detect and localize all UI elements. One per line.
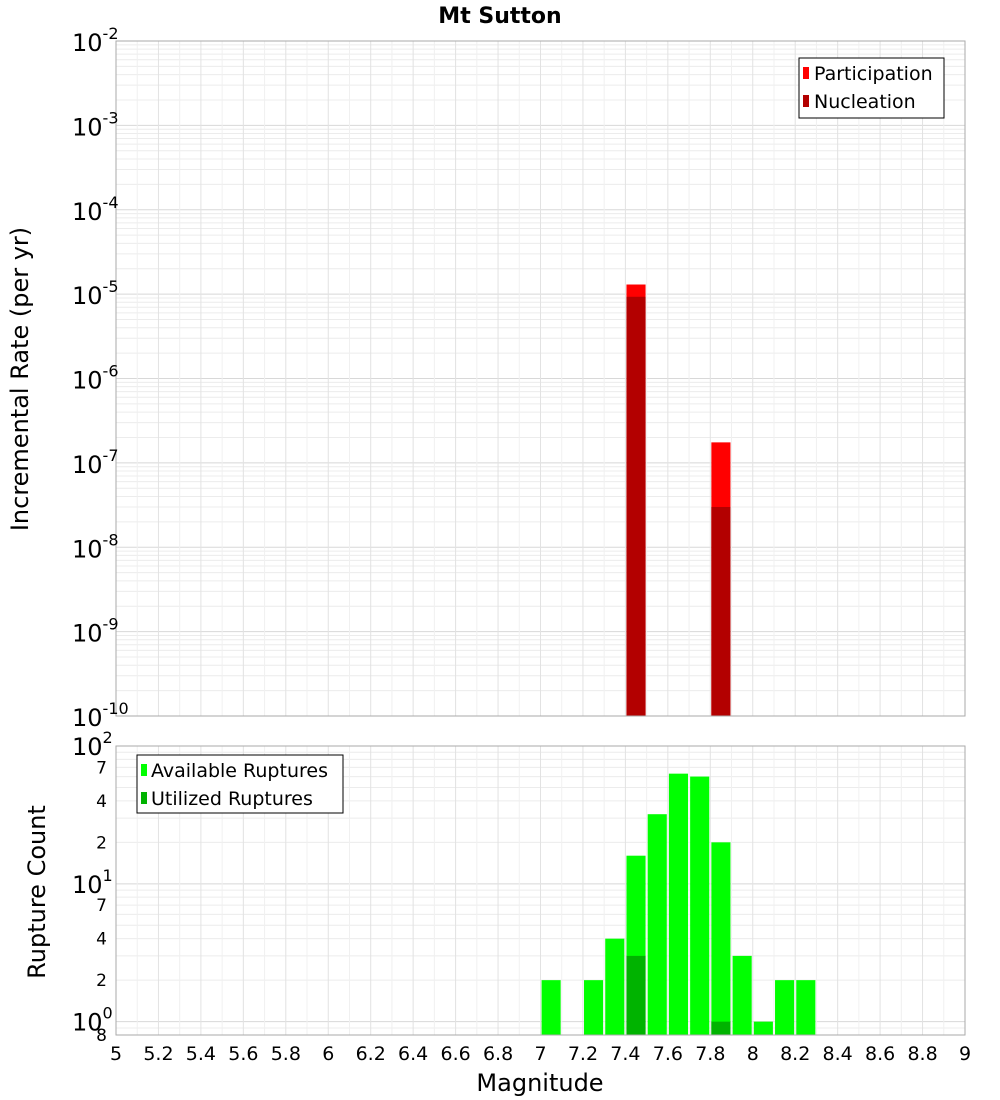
- legend-swatch-nucleation: [803, 95, 809, 107]
- x-tick-label: 6.2: [356, 1043, 386, 1065]
- x-tick-label: 9: [959, 1043, 971, 1065]
- bottom-plot-frame: [115, 745, 966, 1036]
- legend-swatch-participation: [803, 67, 809, 79]
- y-tick-label: 10-2: [72, 24, 119, 57]
- legend-swatch-available: [141, 764, 147, 776]
- top-legend: Participation Nucleation: [798, 57, 945, 119]
- chart-title: Mt Sutton: [438, 4, 561, 29]
- x-axis-label: Magnitude: [476, 1069, 603, 1097]
- y-tick-label: 102: [72, 728, 113, 761]
- bottom-legend-box: [136, 754, 344, 814]
- y-minor-tick-label: 8: [96, 1026, 107, 1046]
- x-tick-label: 6: [322, 1043, 334, 1065]
- y-tick-label: 101: [72, 866, 113, 899]
- bar-available-ruptures: [668, 773, 689, 1035]
- bar-nucleation: [711, 506, 731, 716]
- x-ticks: 5 5.2 5.4 5.6 5.8 6 6.2 6.4 6.6 6.8 7 7.2 7.4 7.6 7.8 8…: [110, 1043, 971, 1065]
- x-tick-label: 8.2: [780, 1043, 810, 1065]
- legend-label-participation: Participation: [814, 63, 933, 85]
- x-tick-label: 5.2: [143, 1043, 173, 1065]
- x-tick-label: 5: [110, 1043, 122, 1065]
- y-tick-label: 10-10: [72, 699, 129, 732]
- bar-available-ruptures: [775, 980, 795, 1035]
- x-tick-label: 8.6: [865, 1043, 895, 1065]
- y-minor-tick-label: 7: [96, 758, 107, 778]
- bar-nucleation: [626, 296, 646, 716]
- bottom-bars: [541, 773, 816, 1035]
- x-tick-label: 7.6: [653, 1043, 683, 1065]
- y-tick-label: 10-9: [72, 615, 119, 648]
- y-tick-label: 10-3: [72, 108, 119, 141]
- top-y-axis-label: Incremental Rate (per yr): [6, 227, 34, 531]
- top-plot-frame: [115, 40, 966, 717]
- x-tick-label: 7.4: [610, 1043, 640, 1065]
- x-tick-label: 5.8: [271, 1043, 301, 1065]
- x-tick-label: 7.8: [695, 1043, 725, 1065]
- bottom-grid: [115, 745, 966, 1036]
- bar-available-ruptures: [711, 842, 731, 1035]
- y-tick-label: 10-7: [72, 446, 119, 479]
- y-tick-label: 10-5: [72, 277, 119, 310]
- y-minor-tick-label: 4: [96, 930, 107, 950]
- bar-available-ruptures: [796, 980, 816, 1035]
- legend-label-nucleation: Nucleation: [814, 91, 916, 113]
- bar-available-ruptures: [753, 1021, 773, 1035]
- x-tick-label: 5.6: [228, 1043, 258, 1065]
- y-tick-label: 100: [72, 1004, 113, 1037]
- bar-available-ruptures: [541, 980, 561, 1035]
- bar-utilized-ruptures: [626, 955, 646, 1035]
- top-legend-box: [798, 57, 945, 119]
- legend-swatch-utilized: [141, 792, 147, 804]
- y-minor-tick-label: 2: [96, 971, 107, 991]
- x-tick-label: 8: [747, 1043, 759, 1065]
- x-tick-label: 8.8: [907, 1043, 937, 1065]
- y-minor-tick-label: 4: [96, 792, 107, 812]
- top-grid: [115, 41, 966, 717]
- x-tick-label: 7: [534, 1043, 546, 1065]
- y-tick-label: 10-4: [72, 193, 119, 226]
- legend-label-available: Available Ruptures: [151, 760, 328, 782]
- legend-label-utilized: Utilized Ruptures: [151, 788, 313, 810]
- x-tick-label: 8.4: [823, 1043, 853, 1065]
- bar-available-ruptures: [605, 938, 625, 1035]
- bottom-legend: Available Ruptures Utilized Ruptures: [136, 754, 344, 814]
- bar-available-ruptures: [584, 980, 604, 1035]
- bottom-y-ticks: 100 101 102 8 2 4 7 2 4 7: [72, 728, 113, 1046]
- top-bars: [626, 284, 731, 716]
- y-minor-tick-label: 7: [96, 896, 107, 916]
- y-minor-tick-label: 2: [96, 833, 107, 853]
- top-y-ticks: 10-10 10-9 10-8 10-7 10-6 10-5 10-4 10-3 10-2: [72, 24, 129, 732]
- x-tick-label: 6.4: [398, 1043, 428, 1065]
- y-tick-label: 10-8: [72, 530, 119, 563]
- bottom-y-axis-label: Rupture Count: [23, 805, 51, 979]
- bar-utilized-ruptures: [711, 1021, 731, 1035]
- x-tick-label: 6.8: [483, 1043, 513, 1065]
- bar-available-ruptures: [690, 776, 710, 1035]
- x-tick-label: 5.4: [186, 1043, 216, 1065]
- y-tick-label: 10-6: [72, 362, 119, 395]
- x-tick-label: 7.2: [568, 1043, 598, 1065]
- bar-available-ruptures: [647, 814, 667, 1035]
- x-tick-label: 6.6: [440, 1043, 470, 1065]
- bar-available-ruptures: [732, 955, 752, 1035]
